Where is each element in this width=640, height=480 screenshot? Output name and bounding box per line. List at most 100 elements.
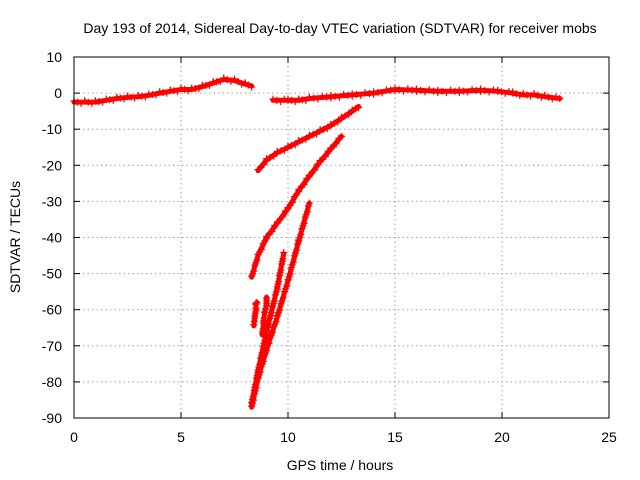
data-point-marker (314, 95, 322, 103)
series-baseline-late (269, 84, 564, 106)
data-point-marker (113, 93, 121, 101)
data-point-marker (345, 111, 353, 119)
data-point-marker (425, 86, 433, 94)
data-point-marker (273, 147, 281, 155)
x-tick-label: 25 (601, 429, 617, 445)
data-point-marker (267, 309, 275, 317)
data-point-marker (288, 141, 296, 149)
data-point-marker (293, 246, 301, 254)
tick-layer: 0 5 10 15 20 25 10 0 -10 -20 -30 -40 -50 -60 -70 -80 -90 (42, 49, 617, 445)
data-point-marker (270, 297, 278, 305)
data-point-marker (318, 92, 326, 100)
data-point-marker (177, 84, 185, 92)
series-cluster-a (250, 298, 261, 329)
data-point-marker (309, 131, 317, 139)
data-point-marker (417, 86, 425, 94)
data-point-marker (302, 96, 310, 104)
data-point-marker (109, 96, 117, 104)
data-point-marker (297, 231, 305, 239)
data-point-marker (206, 81, 214, 89)
data-point-marker (477, 85, 485, 93)
data-point-marker (404, 85, 412, 93)
data-point-marker (289, 258, 297, 266)
data-point-marker (344, 91, 352, 99)
data-point-marker (300, 219, 308, 227)
series-arc-upper (254, 104, 363, 174)
x-tick-label: 10 (280, 429, 296, 445)
data-point-marker (231, 75, 238, 83)
data-point-marker (395, 86, 403, 94)
data-point-marker (272, 318, 280, 326)
data-point-marker (341, 112, 349, 120)
data-point-marker (408, 86, 416, 94)
data-point-marker (323, 93, 331, 101)
data-point-marker (534, 92, 542, 100)
data-point-marker (280, 249, 288, 257)
x-tick-label: 20 (494, 429, 510, 445)
data-point-marker (327, 120, 335, 128)
data-point-marker (305, 93, 313, 101)
data-point-marker (332, 140, 340, 148)
x-tick-label: 5 (177, 429, 185, 445)
data-point-marker (334, 118, 342, 126)
data-point-marker (468, 85, 476, 93)
data-point-marker (335, 93, 343, 101)
data-point-marker (472, 86, 480, 94)
data-point-marker (300, 181, 308, 189)
data-point-marker (258, 348, 266, 356)
data-point-marker (184, 87, 192, 95)
data-point-marker (257, 246, 265, 254)
data-point-marker (220, 74, 228, 82)
data-point-marker (305, 199, 313, 207)
data-point-marker (330, 119, 338, 127)
data-point-marker (279, 255, 287, 263)
series-arc-second (248, 132, 345, 280)
data-point-marker (305, 131, 313, 139)
data-point-marker (277, 147, 285, 155)
data-point-marker (455, 86, 463, 94)
data-point-marker (321, 153, 329, 161)
data-point-marker (552, 93, 560, 101)
data-point-marker (270, 152, 278, 160)
series-cluster-b (258, 294, 271, 338)
data-point-marker (249, 393, 257, 401)
data-point-marker (530, 90, 538, 98)
data-point-marker (227, 77, 235, 85)
data-point-marker (516, 92, 524, 100)
data-point-marker (124, 92, 131, 100)
data-point-marker (338, 113, 345, 121)
data-point-marker (173, 87, 181, 95)
data-point-marker (163, 89, 171, 97)
data-point-marker (238, 80, 246, 88)
data-point-marker (277, 266, 285, 274)
data-point-marker (355, 104, 363, 112)
data-point-marker (497, 88, 505, 96)
data-point-marker (253, 298, 261, 306)
data-point-marker (268, 227, 276, 235)
data-point-marker (134, 92, 142, 100)
data-point-marker (265, 321, 273, 329)
data-point-marker (99, 98, 107, 106)
data-point-marker (291, 98, 299, 106)
data-point-marker (313, 130, 321, 138)
data-point-marker (195, 85, 203, 93)
data-point-marker (277, 98, 285, 106)
y-tick-label: -80 (42, 374, 62, 390)
data-point-marker (400, 87, 408, 95)
data-point-marker (391, 84, 399, 92)
data-point-marker (250, 267, 258, 275)
data-point-marker (348, 106, 356, 114)
data-point-marker (442, 88, 450, 96)
data-point-marker (116, 94, 124, 102)
data-point-marker (340, 90, 348, 98)
data-point-marker (548, 95, 556, 103)
x-tick-label: 0 (70, 429, 78, 445)
data-point-marker (262, 305, 270, 313)
data-point-marker (434, 86, 442, 94)
data-point-marker (234, 78, 242, 86)
data-point-marker (263, 155, 271, 163)
y-tick-label: -60 (42, 302, 62, 318)
data-point-marker (438, 87, 446, 95)
data-point-marker (120, 95, 128, 103)
